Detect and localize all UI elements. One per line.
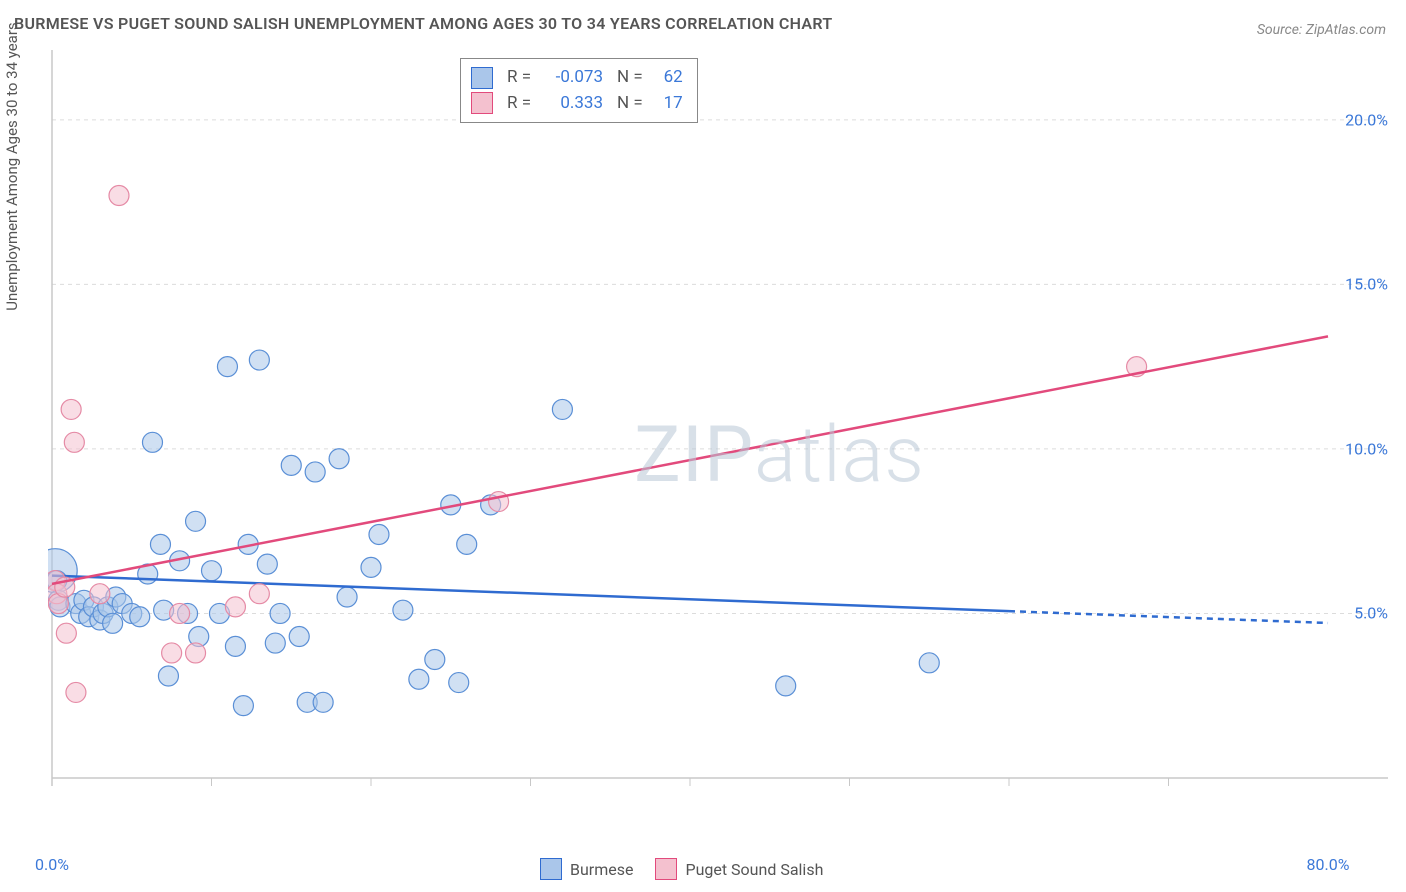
r-label: R = (507, 91, 531, 117)
legend-item: Burmese (540, 858, 633, 880)
n-label: N = (617, 65, 643, 91)
r-label: R = (507, 65, 531, 91)
stats-row: R = -0.073 N = 62 (471, 65, 683, 91)
source-attribution: Source: ZipAtlas.com (1257, 22, 1386, 38)
r-value: 0.333 (541, 91, 603, 117)
legend-swatch (471, 92, 493, 114)
plot-area: ZIPatlas (48, 50, 1388, 820)
r-value: -0.073 (541, 65, 603, 91)
series-legend: Burmese Puget Sound Salish (540, 858, 823, 880)
y-tick-label: 15.0% (1345, 275, 1388, 294)
scatter-svg (48, 50, 1388, 820)
n-value: 62 (653, 65, 683, 91)
x-tick-label: 0.0% (35, 855, 69, 874)
y-axis-label: Unemployment Among Ages 30 to 34 years (3, 22, 21, 310)
legend-item: Puget Sound Salish (655, 858, 823, 880)
legend-swatch (655, 858, 677, 880)
legend-label: Puget Sound Salish (685, 860, 823, 879)
x-tick-label: 80.0% (1307, 855, 1350, 874)
stats-legend: R = -0.073 N = 62 R = 0.333 N = 17 (460, 58, 698, 123)
legend-swatch (540, 858, 562, 880)
y-tick-label: 10.0% (1345, 439, 1388, 458)
correlation-chart: BURMESE VS PUGET SOUND SALISH UNEMPLOYME… (0, 0, 1406, 892)
n-label: N = (617, 91, 643, 117)
stats-row: R = 0.333 N = 17 (471, 91, 683, 117)
n-value: 17 (653, 91, 683, 117)
legend-label: Burmese (570, 860, 633, 879)
chart-title: BURMESE VS PUGET SOUND SALISH UNEMPLOYME… (14, 14, 833, 33)
y-tick-label: 20.0% (1345, 110, 1388, 129)
y-tick-label: 5.0% (1354, 604, 1388, 623)
legend-swatch (471, 67, 493, 89)
